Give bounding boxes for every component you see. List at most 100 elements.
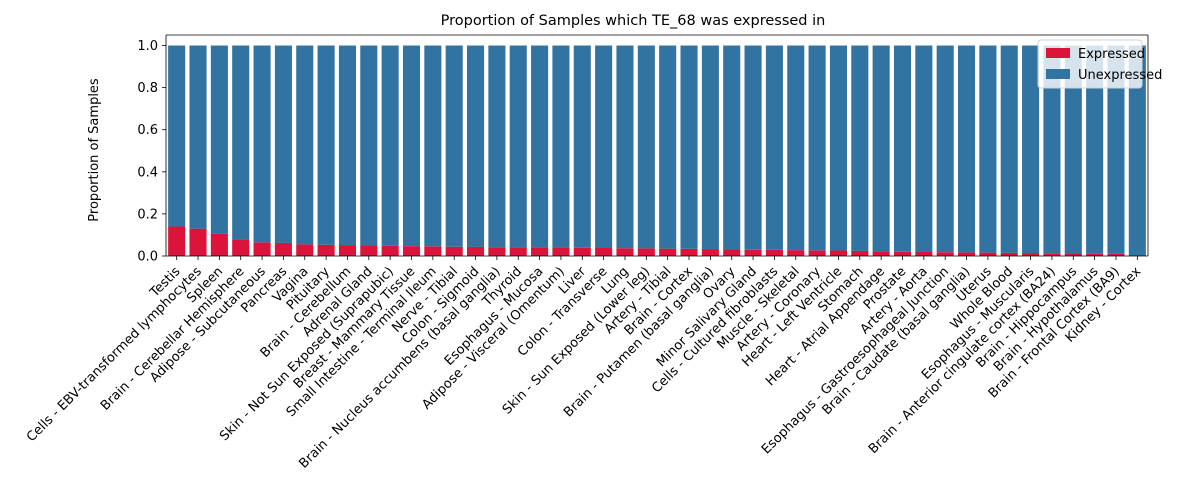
bar-expressed-3: [232, 239, 250, 256]
bar-unexpressed-2: [210, 45, 228, 234]
bar-expressed-29: [787, 250, 805, 256]
y-axis: 0.0 0.2 0.4 0.6 0.8 1.0: [137, 35, 167, 265]
bar-expressed-37: [958, 252, 976, 256]
bar-expressed-19: [573, 247, 591, 256]
bar-expressed-9: [360, 245, 378, 256]
bar-unexpressed-30: [808, 45, 826, 251]
bar-unexpressed-14: [467, 45, 485, 247]
bar-unexpressed-1: [189, 45, 207, 229]
bar-unexpressed-20: [595, 45, 613, 248]
bar-unexpressed-3: [232, 45, 250, 240]
bar-unexpressed-43: [1086, 45, 1104, 254]
bar-unexpressed-11: [402, 45, 421, 247]
bar-unexpressed-7: [317, 45, 335, 245]
bar-expressed-26: [723, 249, 741, 256]
bar-expressed-39: [1000, 252, 1018, 256]
bar-unexpressed-44: [1107, 45, 1125, 254]
bar-expressed-13: [445, 246, 463, 256]
legend: Expressed Unexpressed: [1037, 39, 1162, 89]
bar-expressed-38: [979, 252, 997, 256]
bar-unexpressed-8: [338, 45, 356, 246]
bar-unexpressed-35: [915, 45, 933, 252]
bar-unexpressed-39: [1000, 45, 1018, 253]
bar-unexpressed-45: [1128, 45, 1146, 256]
chart-title: Proportion of Samples which TE_68 was ex…: [441, 13, 826, 29]
bar-unexpressed-18: [552, 45, 570, 248]
bar-unexpressed-31: [829, 45, 847, 251]
bar-unexpressed-21: [616, 45, 634, 249]
bar-expressed-24: [680, 248, 698, 256]
bar-expressed-28: [765, 249, 783, 256]
bar-expressed-30: [808, 250, 826, 256]
bar-expressed-35: [915, 252, 933, 256]
bar-unexpressed-25: [701, 45, 719, 250]
y-tick-label-1: 0.2: [137, 207, 158, 222]
bar-expressed-0: [168, 226, 186, 256]
bar-expressed-5: [274, 242, 292, 256]
bar-expressed-6: [296, 244, 314, 256]
bar-unexpressed-15: [488, 45, 506, 248]
bar-unexpressed-28: [765, 45, 783, 250]
bar-expressed-16: [509, 247, 527, 256]
y-tick-label-3: 0.6: [137, 123, 158, 138]
y-tick-label-0: 0.0: [137, 250, 158, 265]
bar-unexpressed-9: [360, 45, 378, 246]
bar-expressed-40: [1022, 253, 1040, 256]
bar-expressed-32: [851, 250, 869, 256]
bar-expressed-25: [701, 249, 719, 256]
y-tick-label-4: 0.8: [137, 81, 158, 96]
bar-unexpressed-33: [872, 45, 890, 252]
bar-expressed-1: [189, 228, 207, 256]
bar-unexpressed-29: [787, 45, 805, 251]
plot-area: [166, 34, 1149, 256]
bar-expressed-7: [317, 244, 335, 256]
y-tick-label-5: 1.0: [137, 39, 158, 54]
bar-unexpressed-13: [445, 45, 463, 247]
bar-unexpressed-4: [253, 45, 271, 243]
bar-expressed-10: [381, 245, 399, 256]
bar-expressed-15: [488, 247, 506, 256]
bar-unexpressed-24: [680, 45, 698, 249]
y-tick-label-2: 0.4: [137, 165, 158, 180]
bar-expressed-4: [253, 242, 271, 256]
bar-unexpressed-34: [893, 45, 912, 252]
bar-expressed-44: [1107, 253, 1125, 256]
bar-expressed-36: [936, 252, 954, 256]
bar-unexpressed-6: [296, 45, 314, 245]
legend-swatch-unexpressed: [1046, 69, 1070, 79]
bar-unexpressed-37: [958, 45, 976, 253]
bar-unexpressed-5: [274, 45, 292, 243]
bar-expressed-2: [210, 233, 228, 256]
bar-unexpressed-22: [637, 45, 655, 249]
bar-expressed-18: [552, 247, 570, 256]
bar-unexpressed-17: [531, 45, 549, 248]
bar-unexpressed-19: [573, 45, 591, 248]
bar-expressed-22: [637, 248, 655, 256]
bar-expressed-43: [1086, 253, 1104, 256]
bar-expressed-41: [1043, 253, 1061, 256]
bar-unexpressed-27: [744, 45, 762, 250]
bar-expressed-23: [659, 248, 677, 256]
bar-unexpressed-36: [936, 45, 954, 253]
bar-unexpressed-10: [381, 45, 399, 246]
bar-expressed-33: [872, 251, 890, 256]
bar-unexpressed-38: [979, 45, 997, 253]
bar-unexpressed-23: [659, 45, 677, 249]
bar-unexpressed-12: [424, 45, 442, 247]
bar-expressed-42: [1064, 253, 1082, 256]
bar-expressed-14: [467, 246, 485, 256]
bar-expressed-27: [744, 249, 762, 256]
bar-unexpressed-16: [509, 45, 527, 248]
bar-expressed-21: [616, 248, 634, 256]
bar-expressed-17: [531, 247, 549, 256]
bar-expressed-12: [424, 246, 442, 256]
bar-expressed-31: [829, 250, 847, 256]
bar-unexpressed-26: [723, 45, 741, 250]
bar-expressed-11: [402, 246, 421, 256]
bar-unexpressed-32: [851, 45, 869, 251]
legend-swatch-expressed: [1046, 48, 1070, 58]
bar-unexpressed-40: [1022, 45, 1040, 254]
